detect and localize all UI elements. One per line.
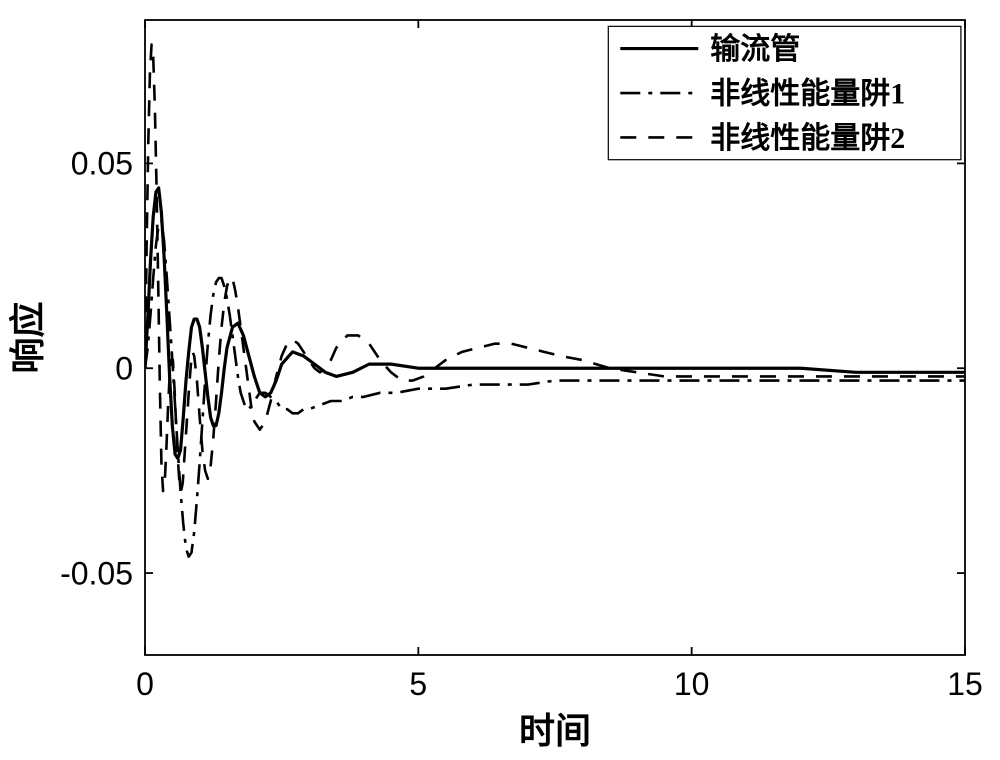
- y-tick-label: 0: [115, 350, 133, 386]
- x-tick-label: 15: [947, 666, 983, 702]
- x-tick-label: 5: [409, 666, 427, 702]
- line-chart: 0 5 10 15 -0.05 0 0.05 时间 响应 输流管非线性能量阱1 非线性能量阱2: [0, 0, 1000, 760]
- x-axis-label: 时间: [519, 711, 591, 751]
- chart-container: 0 5 10 15 -0.05 0 0.05 时间 响应 输流管非线性能量阱1 非线性能量阱2: [0, 0, 1000, 760]
- legend-label: 非线性能量阱1: [710, 78, 905, 111]
- x-tick-label: 0: [136, 666, 154, 702]
- legend: 输流管非线性能量阱1 非线性能量阱2: [608, 26, 961, 159]
- y-tick-label: -0.05: [60, 555, 133, 591]
- legend-label: 非线性能量阱2: [710, 122, 905, 155]
- legend-label: 输流管: [710, 33, 800, 66]
- y-axis-label: 响应: [8, 301, 48, 373]
- x-tick-label: 10: [674, 666, 710, 702]
- y-tick-label: 0.05: [71, 146, 133, 182]
